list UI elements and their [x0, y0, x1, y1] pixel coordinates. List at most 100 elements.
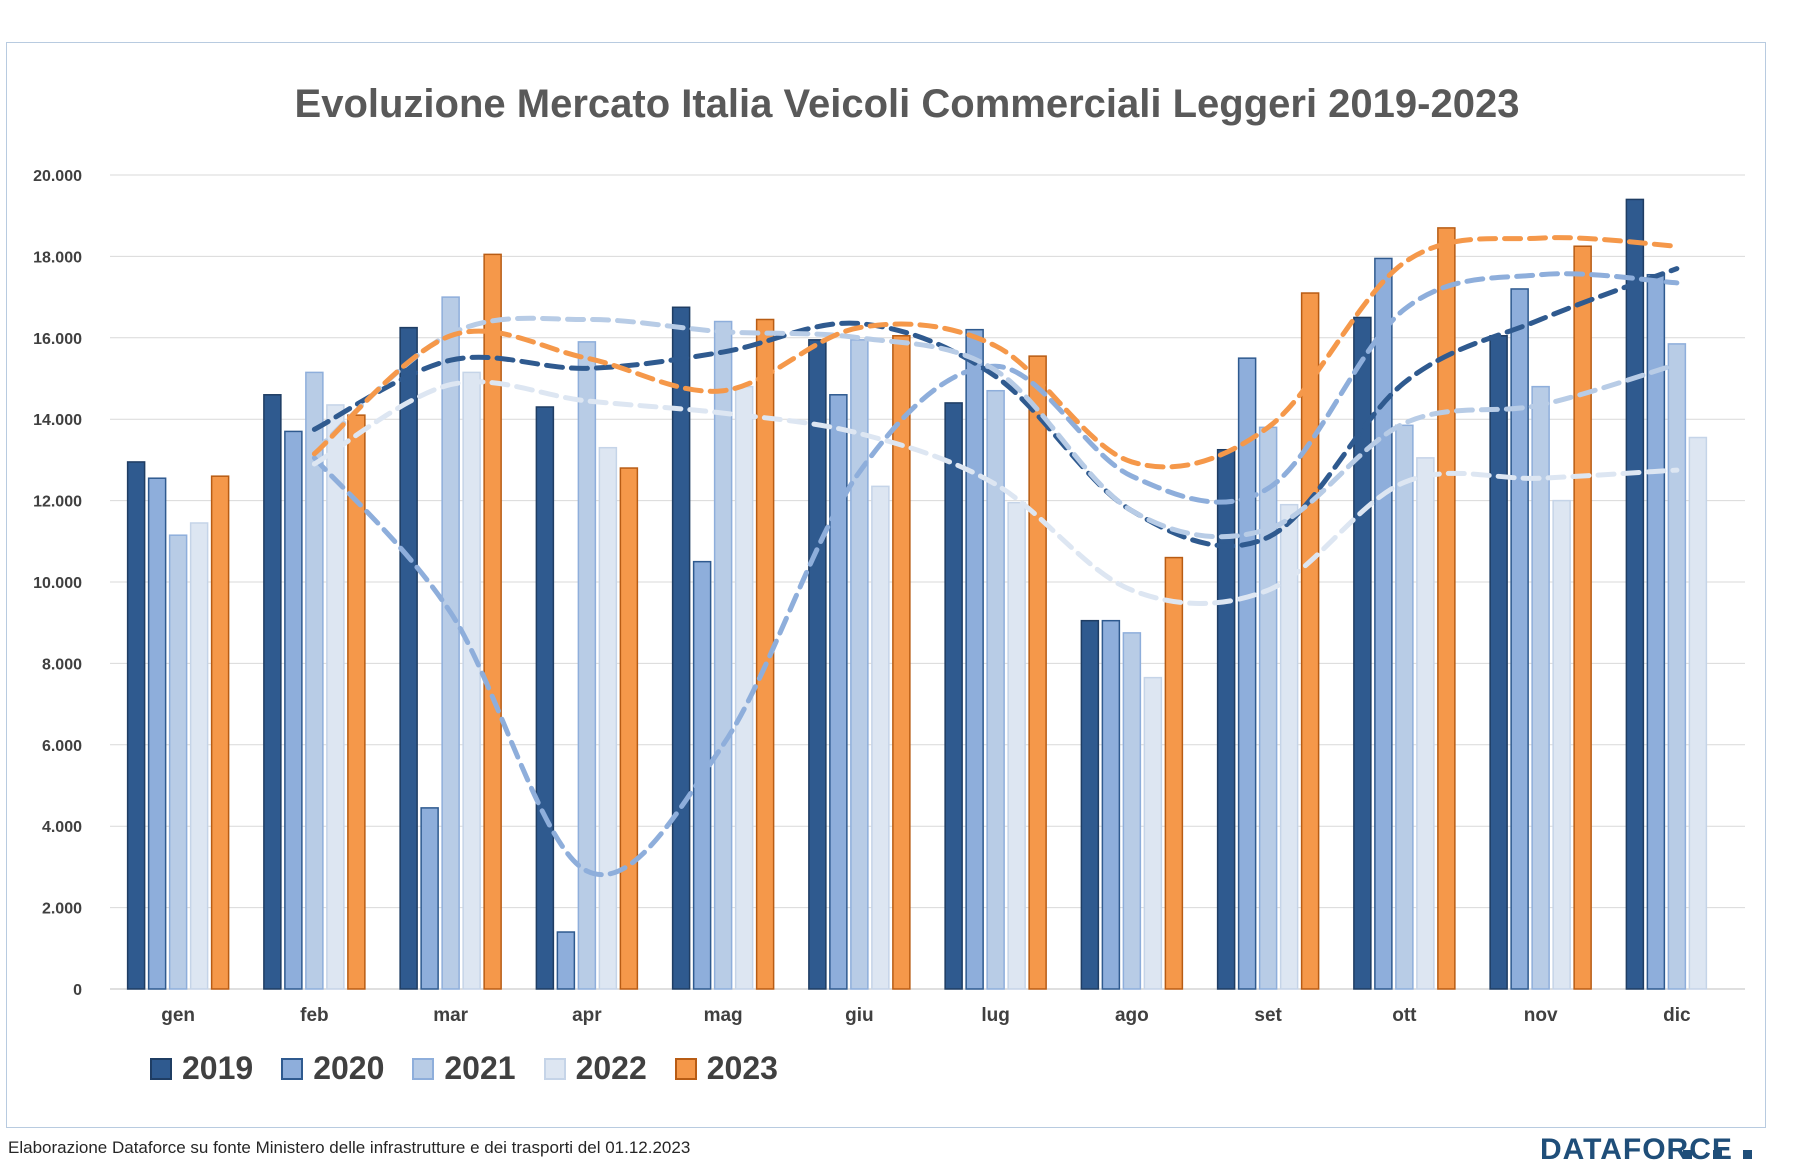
- bar-2023-nov: [1573, 245, 1592, 990]
- bar-2023-gen: [210, 475, 230, 990]
- bar-2019-mar: [399, 326, 418, 990]
- x-tick-label: mag: [704, 1005, 743, 1026]
- bar-2023-mar: [483, 253, 502, 990]
- bar-2023-feb: [347, 414, 366, 990]
- bar-2022-ago: [1143, 676, 1163, 990]
- trendline-2019: [311, 266, 1680, 549]
- x-axis-ticks: gen feb mar apr mag giu lug ago set ott nov dic: [161, 1005, 1691, 1026]
- bar-2019-feb: [263, 394, 282, 990]
- bar-2023-ago: [1164, 556, 1184, 990]
- bar-2019-giu: [808, 339, 827, 990]
- x-tick-label: gen: [161, 1005, 195, 1026]
- bar-2019-ago: [1080, 619, 1100, 990]
- trendline-2020: [311, 271, 1680, 878]
- y-tick-label: 16.000: [33, 331, 82, 348]
- x-tick-label: dic: [1663, 1005, 1691, 1026]
- bar-2021-gen: [168, 534, 188, 990]
- bar-2019-ott: [1353, 316, 1372, 990]
- trendline-2021: [311, 315, 1680, 540]
- legend-item-2022: 2022: [543, 1050, 647, 1087]
- y-tick-label: 6.000: [42, 738, 82, 755]
- legend-swatch: [543, 1057, 566, 1080]
- chart-title: Evoluzione Mercato Italia Veicoli Commer…: [294, 82, 1520, 126]
- legend-label: 2021: [444, 1050, 516, 1086]
- bar-2023-ott: [1437, 227, 1456, 990]
- bar-2021-feb: [305, 371, 324, 990]
- bar-2021-nov: [1531, 385, 1550, 990]
- bar-2021-ago: [1122, 632, 1142, 990]
- bar-2020-nov: [1510, 288, 1529, 990]
- bar-2020-ago: [1101, 619, 1121, 990]
- bar-2020-mar: [420, 807, 439, 990]
- bar-2022-feb: [326, 404, 345, 990]
- x-tick-label: lug: [981, 1005, 1010, 1026]
- trendline-2023: [311, 235, 1680, 470]
- legend-label: 2022: [575, 1050, 647, 1086]
- bar-2022-dic: [1688, 436, 1708, 990]
- bar-2021-set: [1258, 426, 1278, 990]
- y-tick-label: 2.000: [42, 901, 82, 918]
- x-tick-label: set: [1254, 1005, 1282, 1026]
- bar-2023-giu: [892, 335, 911, 990]
- legend-label: 2020: [313, 1050, 385, 1086]
- bar-2020-apr: [556, 931, 576, 990]
- legend-swatch: [674, 1057, 697, 1080]
- bar-2022-gen: [189, 522, 209, 990]
- legend: 2019 2020 2021 2022 2023: [150, 1050, 778, 1087]
- bar-2020-lug: [965, 328, 984, 990]
- chart-frame: [6, 42, 1766, 1128]
- x-tick-label: feb: [300, 1005, 329, 1026]
- bar-2022-lug: [1007, 501, 1026, 990]
- y-tick-label: 8.000: [42, 656, 82, 673]
- x-tick-label: ott: [1392, 1005, 1417, 1026]
- x-tick-label: ago: [1115, 1005, 1149, 1026]
- bar-2019-apr: [535, 406, 555, 990]
- bar-2022-giu: [871, 485, 890, 990]
- legend-swatch: [281, 1057, 304, 1080]
- bar-2022-ott: [1416, 457, 1435, 990]
- legend-item-2023: 2023: [674, 1050, 778, 1087]
- bar-2021-ott: [1395, 424, 1414, 990]
- trendlines: [311, 235, 1680, 878]
- bar-2023-apr: [619, 467, 639, 990]
- source-note: Elaborazione Dataforce su fonte Minister…: [8, 1138, 691, 1157]
- bar-2019-dic: [1625, 198, 1645, 990]
- bar-2020-ott: [1374, 257, 1393, 990]
- bar-2021-apr: [577, 341, 597, 990]
- logo-dots-icon: [1683, 1150, 1752, 1159]
- bar-2022-apr: [598, 446, 618, 990]
- bar-2019-set: [1216, 448, 1236, 990]
- bar-2020-gen: [147, 477, 167, 990]
- y-tick-label: 12.000: [33, 494, 82, 511]
- y-axis-ticks: 0 2.000 4.000 6.000 8.000 10.000 12.000 14.000 1…: [33, 168, 82, 999]
- bar-2021-giu: [850, 339, 869, 990]
- y-tick-label: 18.000: [33, 249, 82, 266]
- bar-2021-lug: [986, 389, 1005, 990]
- bar-2021-mag: [713, 320, 733, 990]
- y-tick-label: 14.000: [33, 412, 82, 429]
- trendline-2022: [311, 379, 1680, 606]
- bar-2023-set: [1300, 292, 1320, 990]
- bar-2019-lug: [944, 402, 963, 990]
- bar-2019-gen: [126, 461, 146, 990]
- x-tick-label: apr: [572, 1005, 602, 1026]
- legend-label: 2019: [182, 1050, 254, 1086]
- bar-2023-mag: [755, 318, 775, 990]
- y-tick-label: 0: [73, 982, 82, 999]
- bar-2020-feb: [284, 430, 303, 990]
- bar-2022-mar: [462, 371, 481, 990]
- bar-2022-set: [1279, 503, 1299, 990]
- bar-2020-dic: [1646, 273, 1666, 990]
- bar-2021-mar: [441, 296, 460, 990]
- y-tick-label: 4.000: [42, 819, 82, 836]
- bars: [126, 198, 1708, 990]
- bar-2019-nov: [1489, 335, 1508, 990]
- legend-swatch: [412, 1057, 435, 1080]
- bar-2021-dic: [1667, 343, 1687, 990]
- legend-item-2019: 2019: [150, 1050, 253, 1087]
- x-tick-label: mar: [433, 1005, 468, 1026]
- legend-swatch: [150, 1057, 172, 1080]
- x-tick-label: nov: [1524, 1005, 1558, 1026]
- bar-2022-nov: [1552, 499, 1571, 990]
